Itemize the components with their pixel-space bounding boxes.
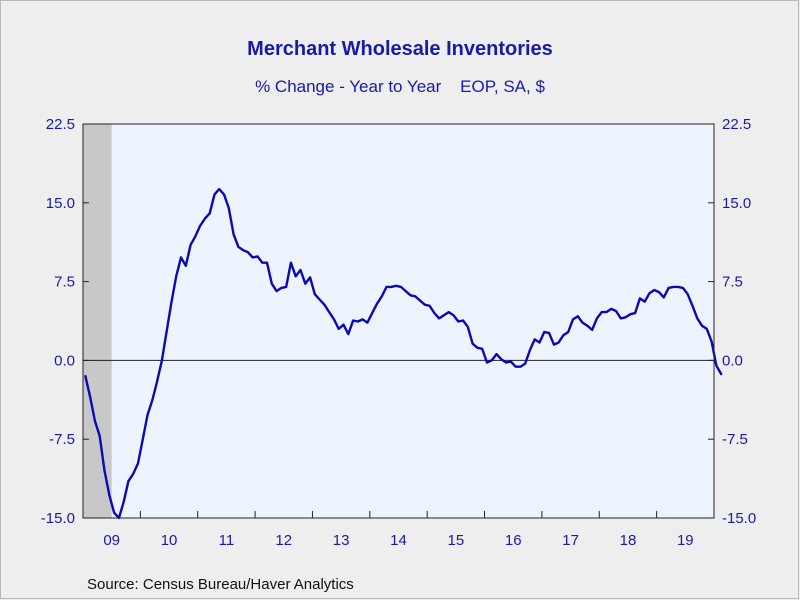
x-tick-label: 16 (505, 532, 522, 549)
y-tick-label-right: 15.0 (722, 195, 751, 212)
recession-shade (83, 124, 112, 518)
x-tick-label: 11 (219, 532, 235, 549)
x-tick-label: 09 (103, 532, 120, 549)
source-note: Source: Census Bureau/Haver Analytics (87, 576, 354, 593)
x-tick-label: 12 (275, 532, 292, 549)
x-tick-label: 17 (562, 532, 579, 549)
y-tick-label-right: -15.0 (722, 510, 756, 527)
chart-subtitle: % Change - Year to Year EOP, SA, $ (255, 77, 545, 96)
y-tick-label-right: 0.0 (722, 352, 743, 369)
y-tick-label-right: 22.5 (722, 116, 751, 133)
y-tick-label-right: -7.5 (722, 431, 748, 448)
x-tick-label: 18 (620, 532, 637, 549)
x-tick-label: 14 (390, 532, 407, 549)
x-axis-labels: 09 10 11 12 13 14 15 16 17 18 19 (103, 532, 693, 549)
y-tick-label-left: 22.5 (46, 116, 75, 133)
y-tick-label-left: 0.0 (54, 352, 75, 369)
plot-border (82, 123, 715, 519)
x-axis-ticks (139, 511, 658, 518)
left-y-axis-labels: 22.5 15.0 7.5 0.0 -7.5 -15.0 (41, 116, 75, 527)
y-tick-label-left: 15.0 (46, 195, 75, 212)
plot-area (83, 124, 714, 518)
y-tick-label-left: -15.0 (41, 510, 75, 527)
x-tick-label: 10 (161, 532, 178, 549)
series-line (84, 187, 723, 520)
x-tick-label: 13 (333, 532, 350, 549)
y-tick-label-left: 7.5 (54, 274, 75, 291)
chart-title: Merchant Wholesale Inventories (247, 38, 553, 60)
y-tick-label-left: -7.5 (49, 431, 75, 448)
x-tick-label: 15 (448, 532, 465, 549)
y-tick-label-right: 7.5 (722, 274, 743, 291)
right-y-axis-labels: 22.5 15.0 7.5 0.0 -7.5 -15.0 (722, 116, 756, 527)
x-tick-label: 19 (677, 532, 694, 549)
